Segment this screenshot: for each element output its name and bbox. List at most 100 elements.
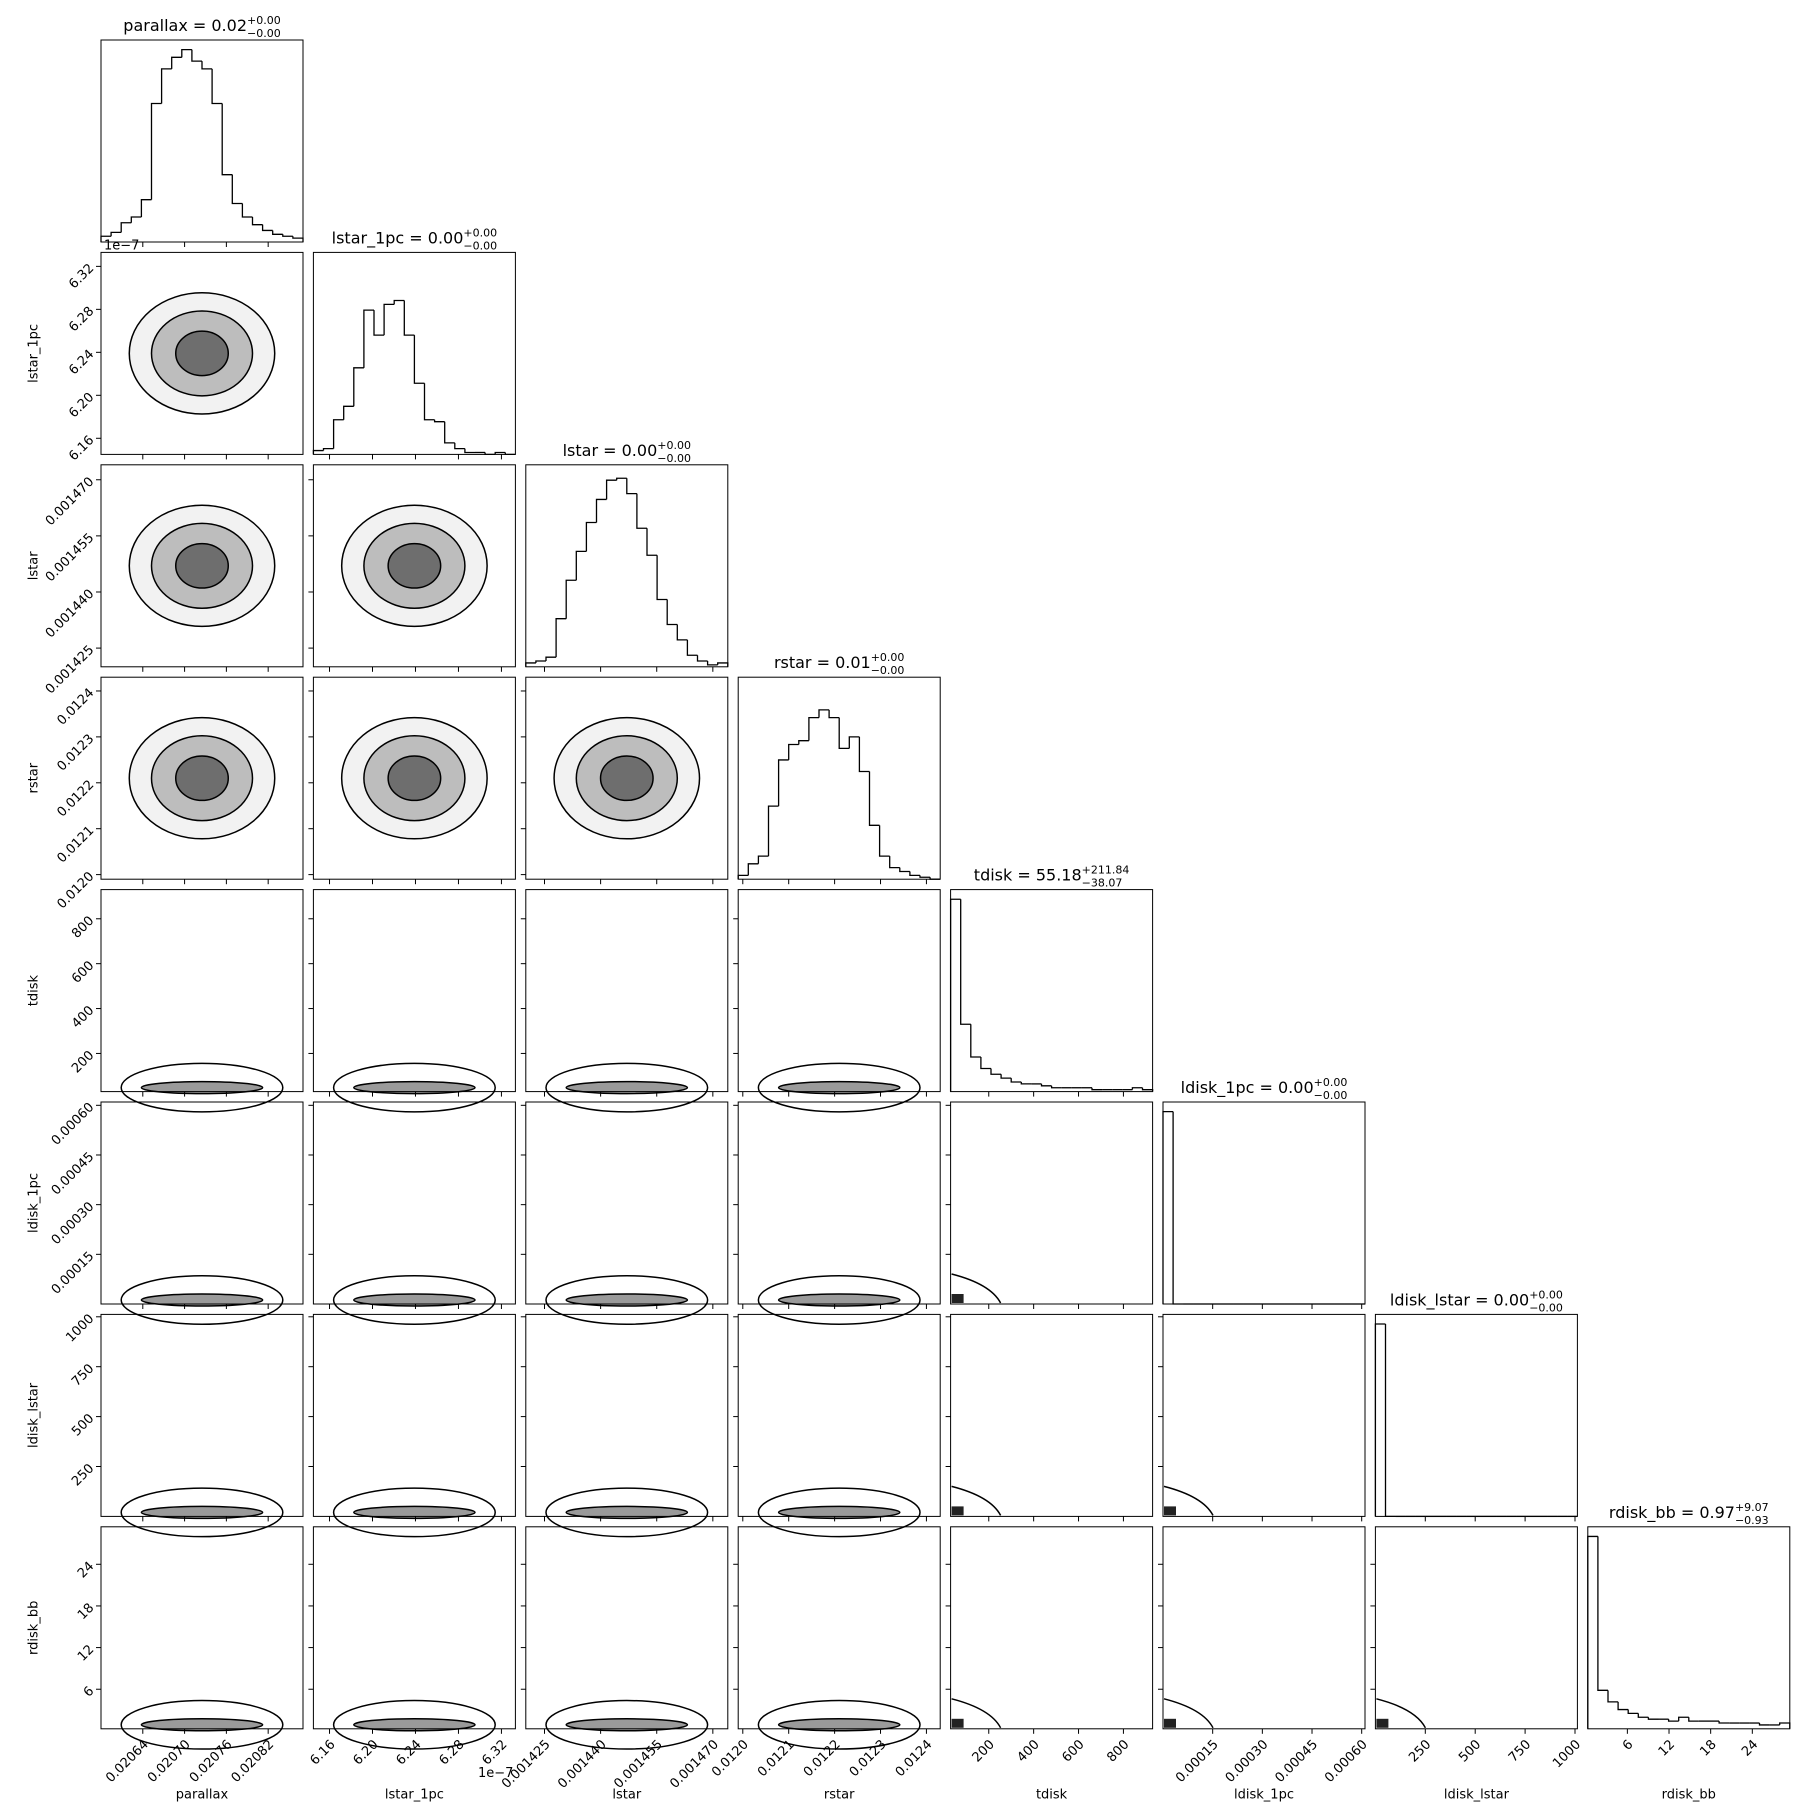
panel-frame	[312, 1313, 516, 1517]
y-tick-label: 750	[69, 1361, 97, 1389]
contour-decoration	[951, 1294, 964, 1303]
histogram-bin	[171, 56, 182, 69]
x-tick-label: 6.24	[393, 1737, 424, 1768]
title-plus: +0.00	[1529, 1288, 1563, 1301]
x-tick-label: 12	[1656, 1737, 1678, 1759]
histogram-bin	[747, 863, 759, 876]
histogram-bin	[1587, 1535, 1598, 1729]
histogram-bin	[1758, 1723, 1770, 1726]
contour-decoration	[565, 1293, 689, 1307]
panel-title: rstar = 0.01+0.00 −0.00	[774, 651, 905, 677]
contour-decoration	[951, 1718, 964, 1728]
title-minus: −0.00	[871, 664, 905, 677]
contour-decoration	[757, 1275, 921, 1325]
x-tick-label: 0.00015	[1173, 1737, 1222, 1786]
title-minus: −0.93	[1735, 1514, 1769, 1527]
histogram-bin	[444, 421, 455, 444]
contour-decoration	[1376, 1718, 1389, 1728]
y-axis-label: ldisk_lstar	[27, 1382, 42, 1448]
x-axis-label: rdisk_bb	[1662, 1787, 1716, 1802]
panel-frame	[100, 251, 304, 455]
title-plus: +0.00	[657, 439, 691, 452]
panel-title: parallax = 0.02+0.00 −0.00	[123, 14, 280, 40]
contour-decoration	[1164, 1506, 1176, 1516]
panel-frame	[525, 1101, 729, 1305]
histogram-bin	[494, 451, 506, 455]
panel-frame	[312, 464, 516, 668]
x-tick-label: 0.0122	[801, 1737, 844, 1780]
histogram-bin	[282, 234, 293, 237]
contour-decoration	[1164, 1718, 1176, 1728]
contour-decoration	[140, 1718, 264, 1732]
histogram-bin	[525, 662, 536, 667]
histogram-bin	[312, 449, 324, 455]
x-tick-label: 400	[1015, 1737, 1043, 1765]
histogram-bin	[889, 856, 900, 869]
histogram-bin	[454, 442, 465, 450]
histogram-bin	[464, 448, 475, 454]
panel-frame	[312, 1526, 516, 1730]
panel-frame	[312, 1101, 516, 1305]
contour-decoration	[757, 1487, 921, 1538]
x-axis-label: rstar	[824, 1787, 855, 1802]
contour-decoration	[777, 1293, 901, 1307]
histogram-bin	[777, 759, 789, 807]
histogram-bin	[798, 740, 809, 745]
y-tick-label: 6.28	[66, 304, 97, 335]
panel-frame	[525, 676, 729, 880]
histogram-bin	[413, 335, 425, 384]
histogram-bin	[1647, 1717, 1659, 1720]
histogram-bin	[1162, 1110, 1174, 1304]
x-tick-label: 0.00045	[1272, 1737, 1321, 1786]
panel-frame	[525, 1526, 729, 1730]
title-main: lstar_1pc = 0.00	[332, 228, 464, 248]
title-plus: +211.84	[1082, 864, 1130, 877]
contour-decoration	[120, 1699, 284, 1750]
panel-frame	[525, 1313, 729, 1517]
title-main: ldisk_1pc = 0.00	[1181, 1078, 1314, 1098]
y-tick-label: 250	[69, 1461, 97, 1489]
contour-decoration	[757, 1062, 921, 1113]
title-main: tdisk = 55.18	[974, 866, 1082, 885]
histogram-bin	[585, 521, 597, 552]
y-tick-label: 6.24	[66, 347, 97, 378]
y-axis-label: tdisk	[27, 974, 42, 1006]
panel-title: tdisk = 55.18+211.84 −38.07	[974, 864, 1130, 890]
contour-decoration	[332, 1699, 496, 1750]
panel-frame	[1162, 1101, 1366, 1305]
title-minus: −0.00	[247, 27, 281, 40]
histogram-bin	[1779, 1722, 1791, 1729]
histogram-bin	[1718, 1721, 1730, 1724]
panel-frame	[950, 1526, 1154, 1730]
y-tick-label: 6.20	[66, 390, 97, 421]
panel-frame	[312, 889, 516, 1093]
panel-frame	[737, 1101, 941, 1305]
panel-frame	[1374, 1313, 1578, 1517]
x-tick-label: 0.00060	[1322, 1737, 1371, 1786]
contour-decoration	[120, 1487, 284, 1538]
histogram-bin	[818, 709, 830, 718]
x-tick-label: 600	[1059, 1737, 1087, 1765]
histogram-bin	[484, 452, 496, 456]
histogram-bin	[120, 222, 132, 233]
histogram-bin	[565, 579, 577, 619]
contour-decoration	[353, 1080, 476, 1095]
histogram-bin	[363, 309, 374, 368]
histogram-bin	[1384, 1324, 1396, 1518]
contour-decoration	[353, 1505, 476, 1520]
histogram-bin	[191, 49, 202, 62]
histogram-bin	[1607, 1690, 1619, 1703]
title-main: parallax = 0.02	[123, 16, 247, 35]
x-tick-label: 6	[1620, 1737, 1636, 1753]
histogram-bin	[251, 216, 263, 226]
histogram-bin	[393, 299, 405, 305]
x-tick-label: 6.16	[307, 1737, 338, 1768]
title-minus: −38.07	[1082, 877, 1123, 890]
histogram-bin	[646, 528, 658, 556]
histogram-bin	[211, 68, 223, 105]
y-tick-label: 0.00060	[49, 1100, 98, 1149]
panel-title: ldisk_lstar = 0.00+0.00 −0.00	[1390, 1288, 1563, 1314]
y-tick-label: 6.16	[66, 433, 97, 464]
title-main: rdisk_bb = 0.97	[1609, 1503, 1735, 1523]
contour-decoration	[140, 1505, 264, 1520]
